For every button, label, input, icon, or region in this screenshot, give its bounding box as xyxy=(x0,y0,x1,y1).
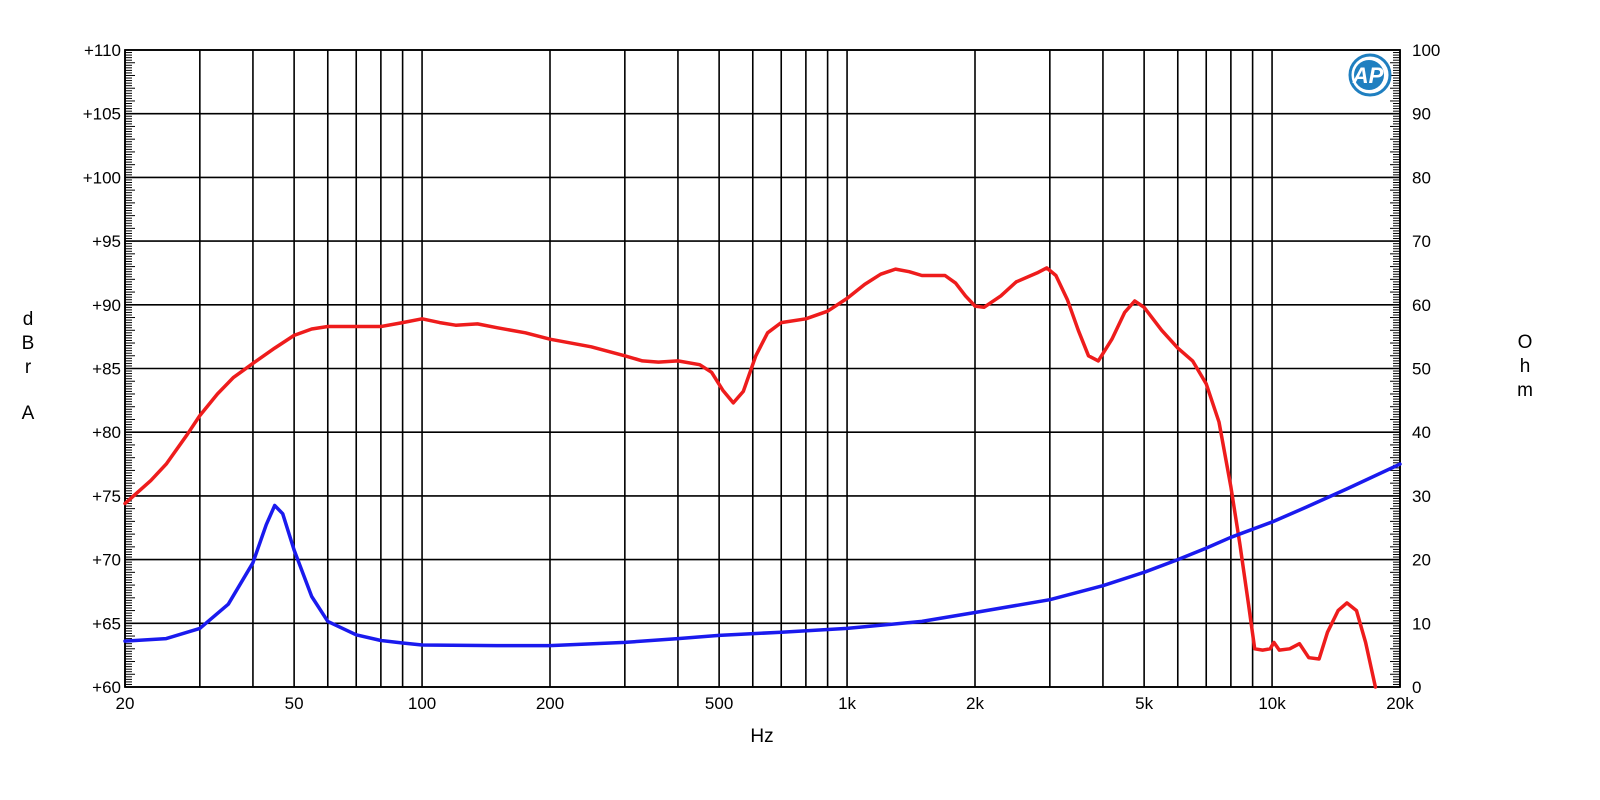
spl-series-line xyxy=(123,266,1378,689)
y-left-tick-label: +75 xyxy=(92,487,121,506)
x-tick-label: 500 xyxy=(705,694,733,713)
x-tick-label: 200 xyxy=(536,694,564,713)
y-right-tick-labels: 0 10 20 30 40 50 60 70 80 90 100 xyxy=(1412,41,1440,697)
x-tick-label: 20 xyxy=(116,694,135,713)
y-right-tick-label: 0 xyxy=(1412,678,1421,697)
x-tick-label: 1k xyxy=(838,694,856,713)
y-left-tick-label: +110 xyxy=(84,41,121,60)
y-right-tick-label: 30 xyxy=(1412,487,1431,506)
x-tick-label: 5k xyxy=(1135,694,1153,713)
y-right-axis-title: O h m xyxy=(1517,332,1533,401)
y-right-tick-label: 10 xyxy=(1412,614,1431,633)
x-tick-label: 2k xyxy=(966,694,984,713)
ap-logo: AP xyxy=(1348,53,1392,97)
series-lines xyxy=(123,266,1402,689)
y-left-tick-label: +95 xyxy=(92,232,121,251)
y-left-axis-letter: B xyxy=(22,333,35,354)
y-left-axis-title: d B r A xyxy=(22,309,35,424)
y-right-tick-label: 40 xyxy=(1412,423,1431,442)
y-left-tick-label: +60 xyxy=(92,678,121,697)
grid-lines xyxy=(124,49,1401,688)
y-left-axis-letter: r xyxy=(25,357,32,378)
x-tick-labels: 20 50 100 200 500 1k 2k 5k 10k 20k xyxy=(116,694,1415,713)
y-right-tick-label: 20 xyxy=(1412,551,1431,570)
x-tick-label: 50 xyxy=(285,694,304,713)
y-right-tick-label: 50 xyxy=(1412,360,1431,379)
y-right-tick-label: 60 xyxy=(1412,296,1431,315)
y-right-axis-letter: m xyxy=(1517,380,1533,401)
y-left-tick-label: +65 xyxy=(92,614,121,633)
y-left-tick-label: +80 xyxy=(92,423,121,442)
x-tick-label: 100 xyxy=(408,694,436,713)
y-right-tick-label: 90 xyxy=(1412,105,1431,124)
x-tick-label: 20k xyxy=(1386,694,1414,713)
x-tick-label: 10k xyxy=(1258,694,1286,713)
y-right-tick-label: 70 xyxy=(1412,232,1431,251)
y-right-axis-letter: h xyxy=(1520,356,1531,377)
ap-logo-ring xyxy=(1348,53,1392,97)
x-axis-title: Hz xyxy=(750,726,773,747)
y-right-axis-letter: O xyxy=(1518,332,1533,353)
y-left-tick-label: +90 xyxy=(92,296,121,315)
ap-logo-text: AP xyxy=(1352,63,1384,88)
y-left-tick-label: +85 xyxy=(92,360,121,379)
y-left-tick-label: +70 xyxy=(92,551,121,570)
y-left-tick-label: +100 xyxy=(83,168,121,187)
ap-logo-disc xyxy=(1354,60,1384,90)
y-left-tick-labels: +60 +65 +70 +75 +80 +85 +90 +95 +100 +105 +110 xyxy=(83,41,121,697)
impedance-series-line xyxy=(123,462,1402,648)
y-left-tick-label: +105 xyxy=(83,105,121,124)
y-left-axis-letter: A xyxy=(22,403,35,424)
y-right-tick-label: 100 xyxy=(1412,41,1440,60)
y-left-axis-letter: d xyxy=(23,309,34,330)
plot-frame xyxy=(124,49,1401,688)
y-right-tick-label: 80 xyxy=(1412,168,1431,187)
